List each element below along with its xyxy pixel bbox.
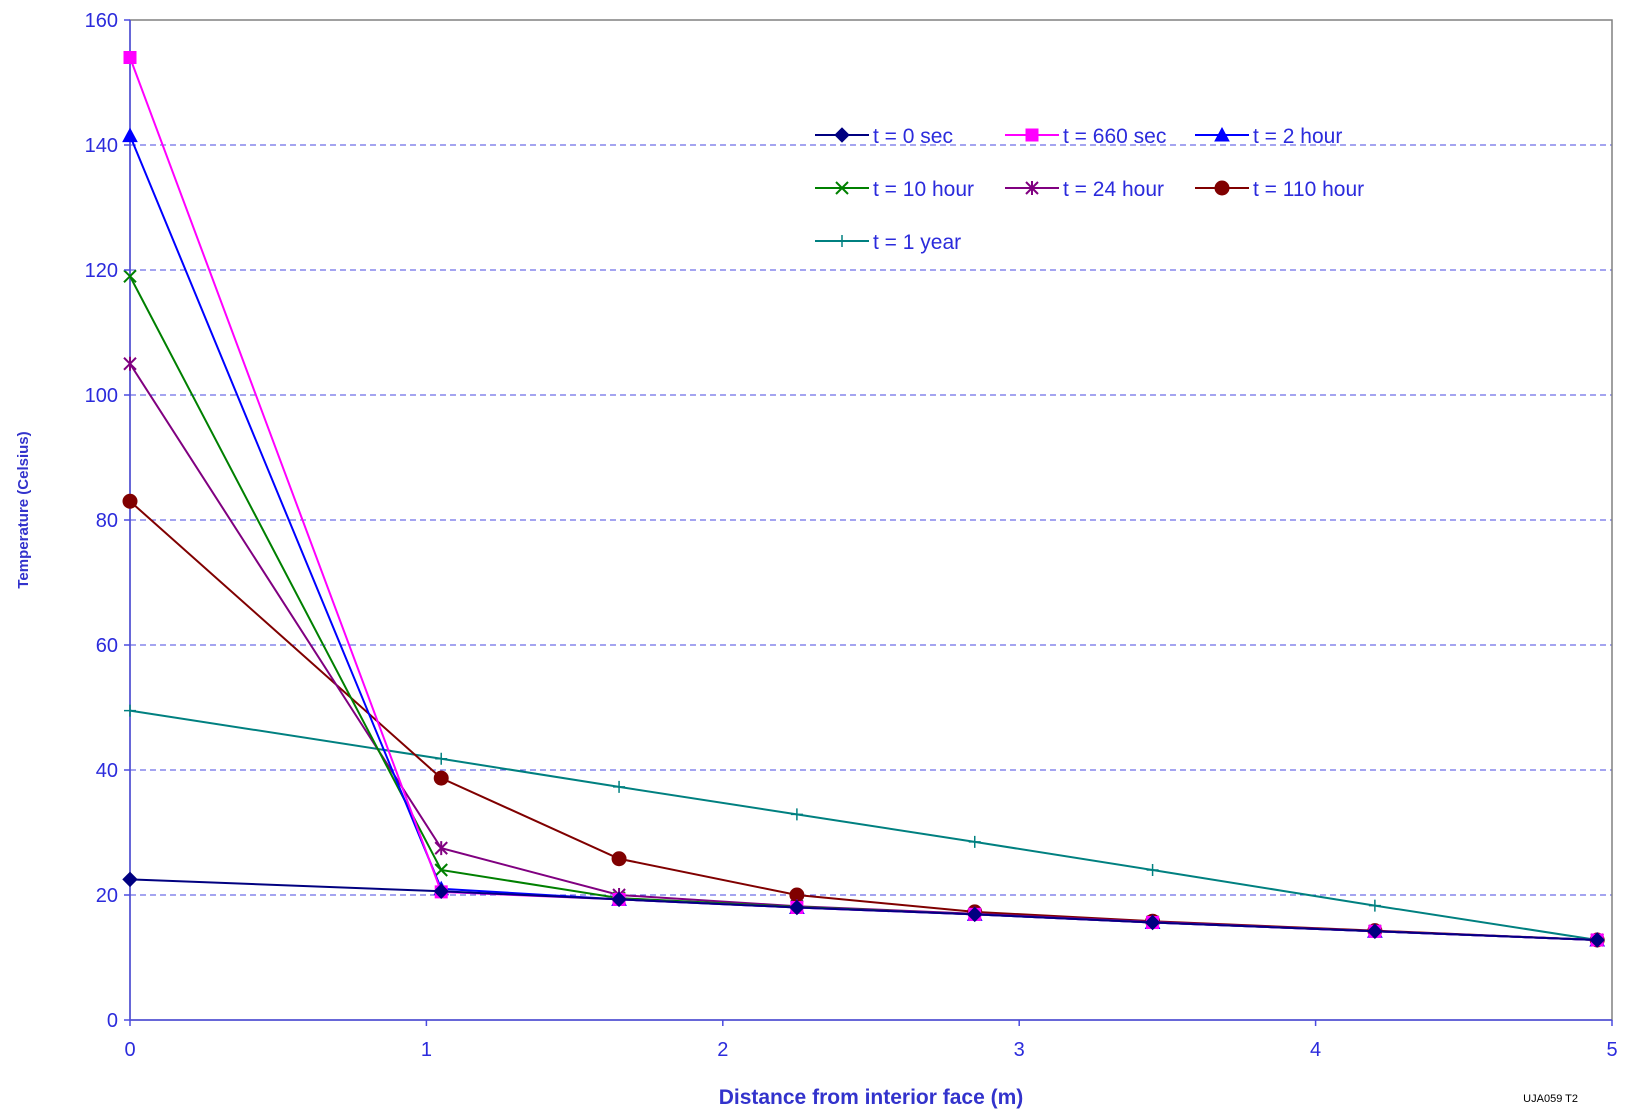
tick-labels: 0 20 40 60 80 100 120 140 160 0 1 2 3 4 5: [85, 10, 1618, 1061]
series-1-line: [129, 878, 1598, 941]
series-6-point-0: [122, 493, 138, 509]
series-2-point-0: [123, 51, 137, 64]
series-7-point-1: [435, 752, 448, 765]
series-7-point-0: [124, 704, 136, 717]
series-3: [122, 127, 1606, 947]
y-tick-label-60: 60: [96, 635, 118, 657]
y-tick-label-120: 120: [85, 260, 118, 282]
y-tick-label-80: 80: [96, 510, 118, 532]
series-1-point-3: [789, 899, 805, 916]
x-tick-label-3: 3: [1014, 1039, 1025, 1061]
y-tick-label-100: 100: [85, 385, 118, 407]
legend-marker-3: [1214, 126, 1230, 142]
x-tick-label-5: 5: [1606, 1039, 1617, 1061]
series-6-point-2: [611, 851, 627, 867]
series-2-line: [129, 57, 1598, 941]
series-1-point-0: [122, 871, 138, 888]
series-3-line: [129, 135, 1598, 941]
x-tick-label-1: 1: [421, 1039, 432, 1061]
legend-entry-4: t = 10 hour: [815, 178, 974, 201]
corner-note: UJA059 T2: [1523, 1093, 1578, 1105]
y-tick-label-40: 40: [96, 760, 118, 782]
series-6: [122, 493, 1605, 948]
legend-entry-1: t = 0 sec: [815, 125, 953, 148]
series-4-point-0: [123, 269, 137, 283]
x-tick-label-4: 4: [1310, 1039, 1321, 1061]
series-1: [122, 871, 1605, 948]
legend-entry-2: t = 660 sec: [1005, 125, 1166, 148]
legend-label-5: t = 24 hour: [1063, 178, 1164, 201]
y-tick-label-160: 160: [85, 10, 118, 32]
series-7-line: [129, 709, 1598, 941]
series-7-point-6: [1368, 899, 1381, 912]
series-5-point-0: [123, 356, 137, 371]
legend-marker-5: [1025, 181, 1039, 195]
series-1-point-2: [611, 891, 627, 908]
series-1-point-4: [967, 906, 983, 923]
series-5-point-1: [434, 841, 448, 856]
series-5-line: [129, 363, 1598, 941]
legend: t = 0 sec t = 660 sec t = 2 hour t = 10 hou…: [815, 125, 1364, 254]
y-axis-title: Temperature (Celsius): [15, 431, 32, 588]
series-1-point-7: [1589, 932, 1605, 948]
x-tick-label-0: 0: [124, 1039, 135, 1061]
series-7-point-3: [790, 808, 803, 821]
y-tick-label-20: 20: [96, 885, 118, 907]
series-6-point-1: [433, 770, 449, 786]
series-1-point-5: [1144, 914, 1161, 931]
legend-entry-6: t = 110 hour: [1195, 178, 1364, 201]
series-1-point-6: [1367, 923, 1383, 939]
legend-label-2: t = 660 sec: [1063, 125, 1166, 148]
legend-entry-7: t = 1 year: [815, 231, 961, 254]
grid-lines: [130, 144, 1612, 896]
series-4-line: [129, 275, 1598, 941]
legend-marker-7: [836, 235, 848, 247]
series-lines: [122, 51, 1606, 948]
series-3-point-0: [122, 127, 138, 143]
legend-marker-4: [835, 181, 849, 195]
legend-entry-5: t = 24 hour: [1005, 178, 1164, 201]
legend-label-4: t = 10 hour: [873, 178, 974, 201]
legend-marker-2: [1025, 128, 1039, 142]
series-4: [123, 269, 1604, 947]
legend-marker-6: [1214, 180, 1230, 196]
series-5: [123, 356, 1604, 947]
series-1-point-1: [433, 883, 449, 899]
legend-marker-1: [834, 127, 850, 143]
legend-label-3: t = 2 hour: [1253, 125, 1342, 148]
series-6-line: [129, 500, 1598, 941]
legend-entry-3: t = 2 hour: [1195, 125, 1342, 148]
legend-label-1: t = 0 sec: [873, 125, 953, 148]
y-tick-label-0: 0: [107, 1010, 118, 1032]
x-axis-title: Distance from interior face (m): [719, 1086, 1024, 1109]
legend-label-6: t = 110 hour: [1253, 178, 1364, 201]
series-4-point-1: [434, 863, 448, 877]
series-7-point-2: [613, 780, 626, 793]
legend-label-7: t = 1 year: [873, 231, 961, 254]
x-tick-label-2: 2: [717, 1039, 728, 1061]
series-7-point-5: [1146, 864, 1159, 876]
series-7-point-4: [968, 835, 981, 848]
series-2: [123, 51, 1604, 947]
y-tick-label-140: 140: [85, 135, 118, 157]
